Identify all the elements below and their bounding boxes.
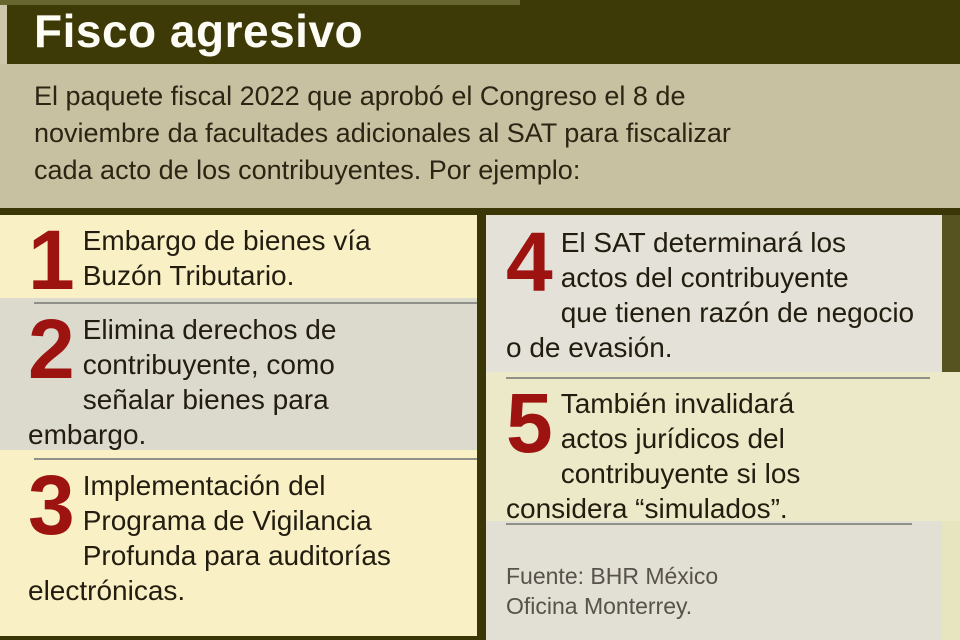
item-5-number: 5 bbox=[506, 376, 553, 470]
item-5: 5 También invalidará actos jurídicos del … bbox=[486, 372, 960, 524]
item-2-number: 2 bbox=[28, 302, 75, 396]
header-left-sliver bbox=[0, 5, 7, 64]
item-1-number: 1 bbox=[28, 213, 75, 307]
item-1: 1 Embargo de bienes vía Buzón Tributario. bbox=[0, 213, 477, 307]
page-title: Fisco agresivo bbox=[34, 5, 364, 57]
item-3-number: 3 bbox=[28, 458, 75, 552]
item-4-text: El SAT determinará los actos del contrib… bbox=[506, 227, 915, 363]
item-2-text: Elimina derechos de contribuyente, como … bbox=[28, 314, 337, 450]
item-4-number: 4 bbox=[506, 215, 553, 309]
right-margin-strip-upper bbox=[942, 215, 960, 372]
item-3: 3 Implementación del Programa de Vigilanc… bbox=[0, 450, 477, 636]
item-1-text: Embargo de bienes vía Buzón Tributario. bbox=[82, 225, 371, 291]
right-margin-strip-lower bbox=[942, 521, 960, 640]
header-top-strip bbox=[0, 0, 520, 5]
item-4: 4 El SAT determinará los actos del contri… bbox=[486, 215, 942, 372]
item-5-text: También invalidará actos jurídicos del c… bbox=[506, 388, 801, 524]
source-panel: Fuente: BHR México Oficina Monterrey. bbox=[486, 521, 942, 640]
item-2: 2 Elimina derechos de contribuyente, como… bbox=[0, 298, 477, 450]
source-text: Fuente: BHR México Oficina Monterrey. bbox=[506, 563, 719, 619]
intro-text: El paquete fiscal 2022 que aprobó el Con… bbox=[34, 81, 731, 185]
header: Fisco agresivo bbox=[0, 0, 960, 64]
intro-band: El paquete fiscal 2022 que aprobó el Con… bbox=[0, 64, 960, 208]
item-3-text: Implementación del Programa de Vigilanci… bbox=[28, 470, 391, 606]
